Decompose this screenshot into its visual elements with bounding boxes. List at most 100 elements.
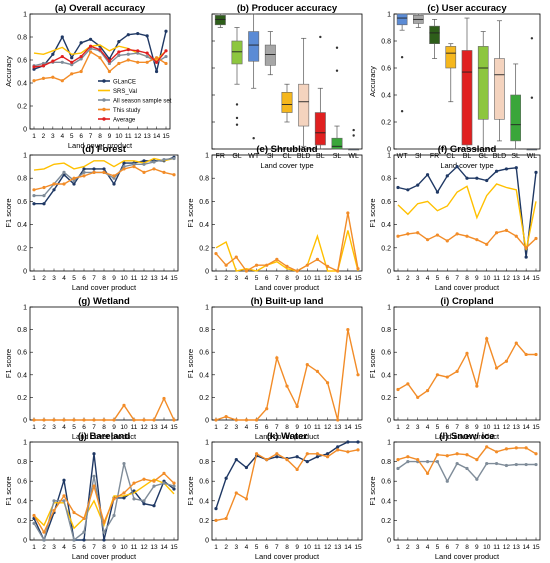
data-point [132,481,136,485]
outlier-point [352,128,355,132]
y-axis-label: F1 score [4,349,13,378]
data-point [142,170,146,174]
y-axis-label: F1 score [4,476,13,505]
data-point [315,257,320,261]
data-point [305,460,309,464]
data-point [92,484,96,488]
x-tick-label: 1 [32,544,36,551]
data-point [325,455,330,459]
data-point [142,418,146,422]
data-point [72,510,76,515]
data-point [122,403,126,407]
data-point [117,50,121,54]
data-point [455,452,459,456]
x-tick-label: 11 [493,275,500,282]
x-tick-label: 11 [131,544,138,551]
x-tick-label: 12 [324,544,332,551]
data-point [416,183,420,187]
y-tick-label: 0.2 [199,395,209,402]
data-point [52,188,56,192]
data-point [154,69,159,74]
box-FR [429,25,440,44]
x-tick-label: 12 [503,424,511,431]
x-tick-label: 13 [150,275,158,282]
data-point [234,458,238,462]
x-tick-label: 4 [245,544,249,551]
y-tick-label: 0.2 [17,518,27,525]
y-tick-label: 0.6 [381,66,391,73]
legend-marker [102,79,106,83]
data-point [162,396,166,401]
data-point [51,59,55,63]
data-point [92,170,96,174]
data-point [465,234,469,238]
data-point [132,418,136,422]
panel-title: (c) User accuracy [427,3,507,14]
x-tick-label: CL [283,153,292,160]
data-point [107,59,112,63]
x-tick-label: WT [397,153,409,160]
x-tick-label: 1 [32,424,36,431]
data-point [336,445,340,449]
y-axis-label: Accuracy [368,66,377,97]
data-point [126,52,130,56]
data-point [425,460,430,464]
data-point [234,418,238,422]
data-point [224,516,228,521]
data-point [224,476,228,480]
plot-frame [211,441,363,541]
data-point [396,185,400,190]
x-tick-label: 10 [120,424,128,431]
x-tick-label: FR [216,153,225,160]
x-tick-label: GL [232,153,241,160]
x-tick-label: 13 [513,275,521,282]
x-tick-label: 4 [245,424,249,431]
x-tick-label: 1 [32,275,36,282]
x-tick-label: 6 [445,275,449,282]
x-tick-label: 9 [475,275,479,282]
y-tick-label: 1 [23,440,27,447]
data-point [465,453,469,457]
x-tick-label: 5 [255,424,259,431]
panel-title: (j) Bareland [78,431,130,442]
data-point [534,452,538,456]
x-axis-label: Land cover product [72,432,137,441]
data-point [52,499,56,503]
y-tick-label: 0 [387,538,391,545]
plot-frame [393,441,541,541]
data-point [112,176,116,180]
x-tick-label: 7 [275,275,279,282]
data-point [162,170,166,174]
data-point [42,185,46,190]
data-point [132,162,136,166]
y-tick-label: 1 [387,153,391,160]
box-BLD [298,83,310,127]
x-tick-label: 6 [445,544,449,551]
panel-j: (j) Bareland 0 0.2 0.4 0.6 0.8 1 F1 score Land c… [4,431,179,561]
data-point [445,479,449,483]
data-point [356,448,360,452]
x-tick-label: 15 [170,424,178,431]
y-tick-label: 0 [387,147,391,154]
data-point [244,418,249,422]
x-tick-label: 1 [396,544,400,551]
x-tick-label: 2 [224,275,228,282]
data-point [406,460,410,464]
x-tick-label: 3 [234,544,238,551]
x-tick-label: SI [415,153,422,160]
data-point [32,521,36,525]
x-tick-label: 7 [92,544,96,551]
data-point [145,60,149,64]
x-tick-label: 5 [72,424,76,431]
panel-title: (h) Built-up land [251,296,324,307]
data-point [62,418,66,422]
data-point [122,161,126,165]
x-tick-label: 5 [436,424,440,431]
panel-title: (g) Wetland [78,296,130,307]
data-point [504,463,509,468]
data-point [224,263,228,267]
data-point [164,49,168,53]
y-tick-label: 0.4 [381,93,391,100]
y-tick-label: 0.2 [381,518,391,525]
x-tick-label: 8 [285,275,289,282]
